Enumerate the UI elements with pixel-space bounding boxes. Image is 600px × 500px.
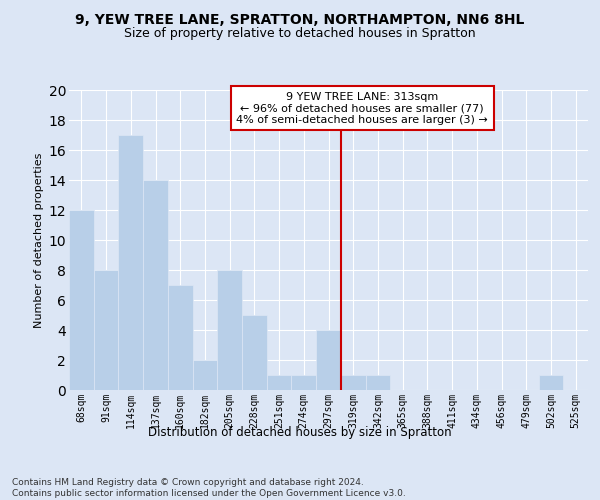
Text: 9 YEW TREE LANE: 313sqm
← 96% of detached houses are smaller (77)
4% of semi-det: 9 YEW TREE LANE: 313sqm ← 96% of detache…	[236, 92, 488, 124]
Bar	[292, 375, 316, 390]
Bar	[341, 375, 365, 390]
Bar	[539, 375, 563, 390]
Bar	[365, 375, 390, 390]
Bar	[94, 270, 118, 390]
Text: Distribution of detached houses by size in Spratton: Distribution of detached houses by size …	[148, 426, 452, 439]
Bar	[217, 270, 242, 390]
Bar	[118, 135, 143, 390]
Bar	[242, 315, 267, 390]
Bar	[168, 285, 193, 390]
Text: 9, YEW TREE LANE, SPRATTON, NORTHAMPTON, NN6 8HL: 9, YEW TREE LANE, SPRATTON, NORTHAMPTON,…	[76, 12, 524, 26]
Bar	[69, 210, 94, 390]
Bar	[143, 180, 168, 390]
Text: Size of property relative to detached houses in Spratton: Size of property relative to detached ho…	[124, 28, 476, 40]
Bar	[267, 375, 292, 390]
Bar	[316, 330, 341, 390]
Y-axis label: Number of detached properties: Number of detached properties	[34, 152, 44, 328]
Bar	[193, 360, 217, 390]
Text: Contains HM Land Registry data © Crown copyright and database right 2024.
Contai: Contains HM Land Registry data © Crown c…	[12, 478, 406, 498]
